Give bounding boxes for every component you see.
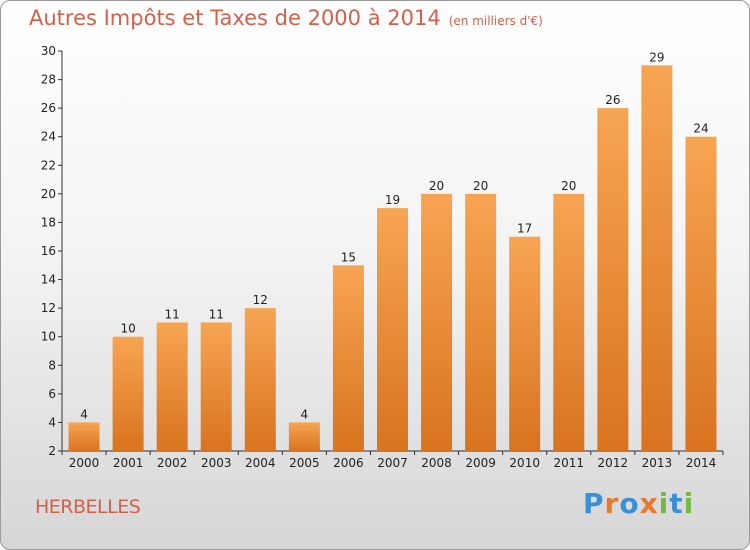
logo-letter: r bbox=[604, 487, 620, 520]
value-label-2010: 17 bbox=[517, 222, 532, 236]
y-tick-label: 2 bbox=[48, 444, 56, 458]
x-tick-label-2005: 2005 bbox=[289, 456, 320, 470]
chart-labels: 2000 4 2001 10 2002 11 2003 11 2004 12 2005 4 2006 15… bbox=[69, 50, 716, 470]
y-tick-label: 24 bbox=[41, 130, 56, 144]
y-tick-label: 20 bbox=[41, 187, 56, 201]
y-tick-label: 8 bbox=[48, 358, 56, 372]
value-label-2007: 19 bbox=[385, 193, 400, 207]
value-label-2005: 4 bbox=[301, 407, 309, 421]
bar-2014 bbox=[685, 136, 717, 451]
value-label-2011: 20 bbox=[561, 179, 576, 193]
y-tick-label: 28 bbox=[41, 73, 56, 87]
value-label-2014: 24 bbox=[693, 122, 708, 136]
bar-2002 bbox=[156, 322, 188, 451]
y-tick-label: 10 bbox=[41, 330, 56, 344]
value-label-2008: 20 bbox=[429, 179, 444, 193]
y-tick-label: 18 bbox=[41, 215, 56, 229]
bar-2009 bbox=[465, 193, 497, 451]
x-tick-label-2000: 2000 bbox=[69, 456, 100, 470]
value-label-2013: 29 bbox=[649, 50, 664, 64]
y-tick-label: 30 bbox=[41, 44, 56, 58]
bar-2007 bbox=[377, 208, 408, 451]
bar-2004 bbox=[244, 308, 276, 451]
place-name: HERBELLES bbox=[35, 496, 141, 518]
x-tick-label-2014: 2014 bbox=[686, 456, 717, 470]
x-tick-label-2009: 2009 bbox=[465, 456, 496, 470]
bar-2012 bbox=[597, 108, 629, 452]
x-tick-label-2004: 2004 bbox=[245, 456, 276, 470]
x-tick-label-2001: 2001 bbox=[113, 456, 144, 470]
chart-unit-label: (en milliers d'€) bbox=[448, 14, 543, 28]
value-label-2012: 26 bbox=[605, 93, 620, 107]
bar-2000 bbox=[68, 422, 100, 451]
bar-2003 bbox=[200, 322, 232, 451]
bar-2008 bbox=[421, 193, 453, 451]
x-tick-label-2008: 2008 bbox=[421, 456, 452, 470]
logo-letter: x bbox=[639, 487, 659, 520]
bar-2001 bbox=[112, 336, 144, 451]
value-label-2003: 11 bbox=[209, 307, 224, 321]
y-tick-label: 6 bbox=[48, 387, 56, 401]
x-tick-label-2012: 2012 bbox=[598, 456, 629, 470]
logo-letter: i bbox=[658, 487, 670, 520]
x-tick-label-2010: 2010 bbox=[509, 456, 540, 470]
x-tick-label-2003: 2003 bbox=[201, 456, 232, 470]
value-label-2002: 11 bbox=[165, 307, 180, 321]
value-label-2006: 15 bbox=[341, 250, 356, 264]
y-tick-label: 14 bbox=[41, 273, 56, 287]
bar-2010 bbox=[509, 236, 541, 451]
bar-2006 bbox=[332, 265, 364, 451]
y-tick-label: 12 bbox=[41, 301, 56, 315]
value-label-2009: 20 bbox=[473, 179, 488, 193]
y-tick-label: 26 bbox=[41, 101, 56, 115]
chart-title-block: Autres Impôts et Taxes de 2000 à 2014 (en… bbox=[29, 6, 543, 30]
logo-letter: t bbox=[669, 487, 684, 520]
bar-2011 bbox=[553, 193, 585, 451]
chart-title: Autres Impôts et Taxes de 2000 à 2014 bbox=[29, 6, 441, 30]
x-tick-label-2002: 2002 bbox=[157, 456, 188, 470]
x-tick-label-2006: 2006 bbox=[333, 456, 364, 470]
y-tick-label: 22 bbox=[41, 158, 56, 172]
value-label-2004: 12 bbox=[253, 293, 268, 307]
logo-letter: o bbox=[619, 487, 640, 520]
logo-letter: i bbox=[683, 487, 695, 520]
proxiti-logo[interactable]: Proxiti bbox=[583, 487, 694, 520]
x-tick-label-2007: 2007 bbox=[377, 456, 408, 470]
value-label-2000: 4 bbox=[80, 407, 88, 421]
y-tick-label: 4 bbox=[48, 415, 56, 429]
chart-bars bbox=[68, 65, 717, 452]
bar-2013 bbox=[641, 65, 673, 452]
y-tick-label: 16 bbox=[41, 244, 56, 258]
bar-2005 bbox=[288, 422, 320, 451]
value-label-2001: 10 bbox=[120, 322, 135, 336]
x-tick-label-2013: 2013 bbox=[642, 456, 673, 470]
x-tick-label-2011: 2011 bbox=[553, 456, 584, 470]
logo-letter: P bbox=[583, 487, 605, 520]
